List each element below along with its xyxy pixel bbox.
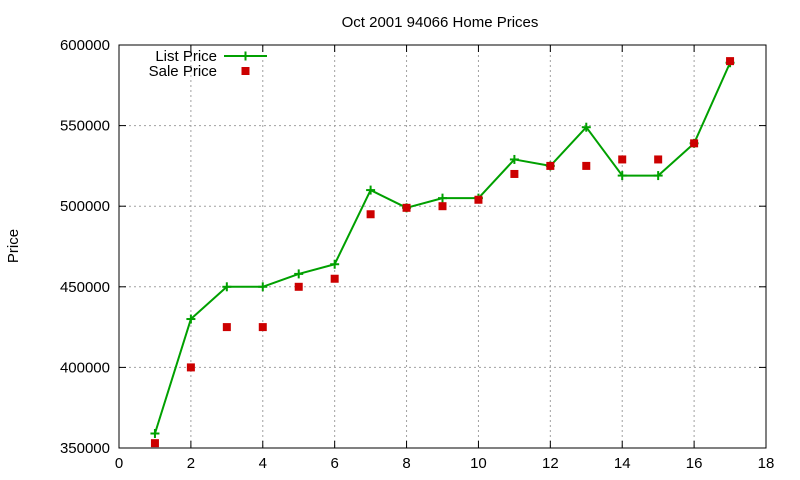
legend-marker-list-price bbox=[241, 51, 250, 61]
sale-price-point bbox=[258, 323, 267, 332]
y-axis-label: Price bbox=[5, 229, 22, 263]
x-tick-label: 8 bbox=[402, 455, 410, 472]
plot-frame bbox=[118, 44, 767, 449]
sale-price-point bbox=[510, 169, 519, 178]
sale-price-point bbox=[294, 282, 303, 291]
chart-title: Oct 2001 94066 Home Prices bbox=[342, 14, 539, 31]
sale-price-point bbox=[330, 274, 339, 283]
sale-price-point bbox=[474, 195, 483, 204]
list-price-point bbox=[258, 282, 268, 292]
sale-price-point bbox=[186, 363, 195, 372]
x-tick-label: 14 bbox=[614, 455, 631, 472]
list-price-point bbox=[366, 185, 376, 195]
list-price-point bbox=[222, 282, 232, 292]
list-price-point bbox=[581, 122, 591, 132]
axis-tick-labels: 0 2 4 6 8 10 12 14 16 18 350000 400000 450000 500000 5… bbox=[60, 37, 774, 472]
y-tick-label: 350000 bbox=[60, 440, 110, 457]
x-tick-label: 0 bbox=[115, 455, 123, 472]
sale-price-point bbox=[582, 161, 591, 170]
sale-price-point bbox=[222, 323, 231, 332]
y-tick-label: 500000 bbox=[60, 198, 110, 215]
grid-lines bbox=[119, 45, 766, 448]
sale-price-point bbox=[690, 139, 699, 148]
list-price-point bbox=[653, 171, 663, 181]
sale-price-point bbox=[438, 202, 447, 211]
x-tick-label: 2 bbox=[187, 455, 195, 472]
sale-price-point bbox=[726, 57, 735, 66]
series-layer bbox=[150, 57, 735, 448]
list-price-point bbox=[330, 259, 340, 269]
x-tick-label: 6 bbox=[330, 455, 338, 472]
list-price-point bbox=[294, 269, 304, 279]
sale-price-point bbox=[654, 155, 663, 164]
y-tick-label: 550000 bbox=[60, 118, 110, 135]
list-price-point bbox=[150, 428, 160, 438]
y-tick-label: 600000 bbox=[60, 37, 110, 54]
legend-label-sale-price: Sale Price bbox=[149, 63, 217, 80]
x-tick-label: 16 bbox=[686, 455, 703, 472]
axis-ticks bbox=[118, 44, 767, 449]
list-price-point bbox=[617, 171, 627, 181]
y-tick-label: 400000 bbox=[60, 359, 110, 376]
legend-marker-sale-price bbox=[241, 67, 250, 75]
x-tick-label: 10 bbox=[470, 455, 487, 472]
x-tick-label: 12 bbox=[542, 455, 559, 472]
list-price-point bbox=[186, 314, 196, 324]
x-tick-label: 18 bbox=[758, 455, 775, 472]
x-tick-label: 4 bbox=[259, 455, 267, 472]
list-price-point bbox=[509, 154, 519, 164]
y-tick-label: 450000 bbox=[60, 279, 110, 296]
sale-price-point bbox=[150, 439, 159, 448]
legend-label-list-price: List Price bbox=[155, 48, 217, 65]
sale-price-point bbox=[546, 161, 555, 170]
list-price-point bbox=[438, 193, 447, 203]
sale-price-point bbox=[366, 210, 375, 219]
sale-price-point bbox=[402, 203, 411, 212]
sale-price-point bbox=[618, 155, 627, 164]
